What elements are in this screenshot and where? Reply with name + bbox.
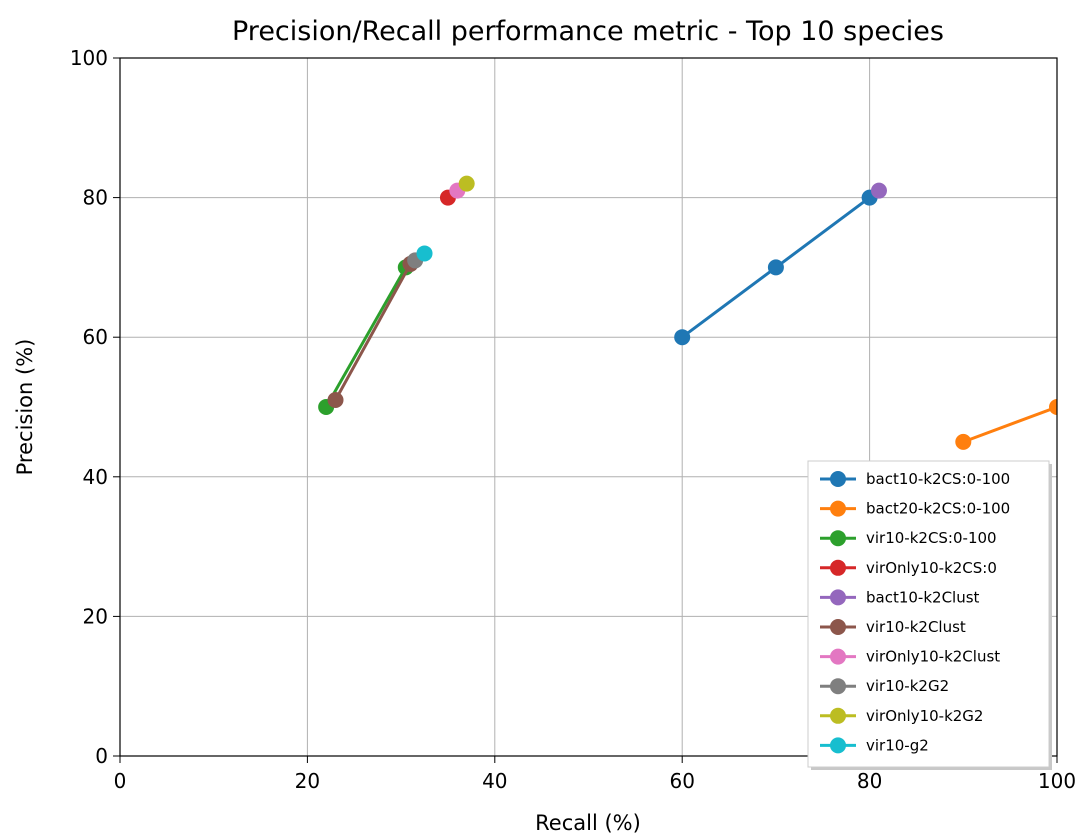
legend-label: bact10-k2Clust — [866, 588, 980, 606]
data-point — [767, 259, 784, 276]
x-tick-label: 40 — [482, 769, 507, 793]
y-tick-label: 100 — [70, 46, 108, 70]
legend-swatch-marker — [830, 500, 846, 517]
data-point — [416, 245, 433, 262]
legend-entry: bact20-k2CS:0-100 — [820, 500, 1010, 518]
series-line — [962, 405, 1057, 444]
legend-label: bact20-k2CS:0-100 — [866, 500, 1010, 518]
y-tick-label: 60 — [83, 325, 108, 349]
data-point — [458, 175, 475, 192]
legend: bact10-k2CS:0-100 bact20-k2CS:0-100 vir10-… — [807, 460, 1052, 770]
series-virOnly10-k2G2 — [458, 175, 475, 192]
y-tick-label: 20 — [83, 604, 108, 628]
series-bact10-k2Clust — [870, 182, 887, 199]
legend-label: bact10-k2CS:0-100 — [866, 470, 1010, 488]
legend-label: virOnly10-k2Clust — [866, 648, 1000, 666]
axis-ticks: 0 20 40 60 80 100 0 20 40 60 80 100 — [70, 46, 1076, 793]
series-vir10-g2 — [416, 245, 433, 262]
data-point — [1049, 399, 1057, 415]
series-bact20-k2CS:0-100 — [955, 399, 1057, 450]
x-tick-label: 0 — [114, 769, 127, 793]
y-tick-label: 40 — [83, 465, 108, 489]
legend-swatch-marker — [830, 589, 846, 606]
series-line — [334, 263, 412, 401]
legend-swatch-marker — [830, 619, 846, 635]
legend-label: vir10-k2G2 — [866, 677, 949, 695]
legend-label: vir10-k2CS:0-100 — [866, 529, 997, 547]
x-tick-label: 20 — [295, 769, 320, 793]
legend-swatch-marker — [830, 530, 846, 547]
data-point — [955, 433, 972, 450]
legend-entry: vir10-k2G2 — [820, 677, 949, 695]
y-tick-label: 0 — [95, 744, 108, 768]
legend-entry: virOnly10-k2G2 — [820, 707, 983, 725]
legend-entry: bact10-k2CS:0-100 — [820, 470, 1010, 488]
plot-frame — [119, 57, 1058, 757]
legend-label: vir10-k2Clust — [866, 618, 966, 636]
legend-entry: virOnly10-k2Clust — [820, 648, 1000, 666]
legend-label: virOnly10-k2G2 — [866, 707, 983, 725]
legend-swatch-marker — [830, 678, 846, 695]
legend-entry: vir10-g2 — [820, 736, 929, 754]
legend-swatch-marker — [830, 737, 846, 754]
x-tick-label: 80 — [857, 769, 882, 793]
legend-label: virOnly10-k2CS:0 — [866, 559, 997, 577]
legend-swatch-marker — [830, 648, 846, 665]
legend-entry: virOnly10-k2CS:0 — [820, 559, 997, 577]
legend-swatch-marker — [830, 707, 846, 724]
legend-entry: vir10-k2CS:0-100 — [820, 529, 997, 547]
legend-entry: bact10-k2Clust — [820, 588, 980, 606]
grid-lines — [119, 57, 1058, 757]
series-line — [324, 266, 408, 408]
data-point — [327, 392, 344, 409]
x-tick-label: 100 — [1038, 769, 1076, 793]
legend-swatch-marker — [830, 471, 846, 487]
y-axis-label: Precision (%) — [13, 339, 37, 476]
x-axis-label: Recall (%) — [535, 811, 641, 835]
legend-entry: vir10-k2Clust — [820, 618, 966, 636]
data-point — [674, 329, 691, 346]
series-layer — [318, 175, 1057, 450]
legend-swatch-marker — [830, 559, 846, 576]
legend-label: vir10-g2 — [866, 736, 929, 754]
chart-title: Precision/Recall performance metric - To… — [232, 16, 944, 47]
y-tick-label: 80 — [83, 186, 108, 210]
data-point — [870, 182, 887, 199]
x-tick-label: 60 — [669, 769, 694, 793]
